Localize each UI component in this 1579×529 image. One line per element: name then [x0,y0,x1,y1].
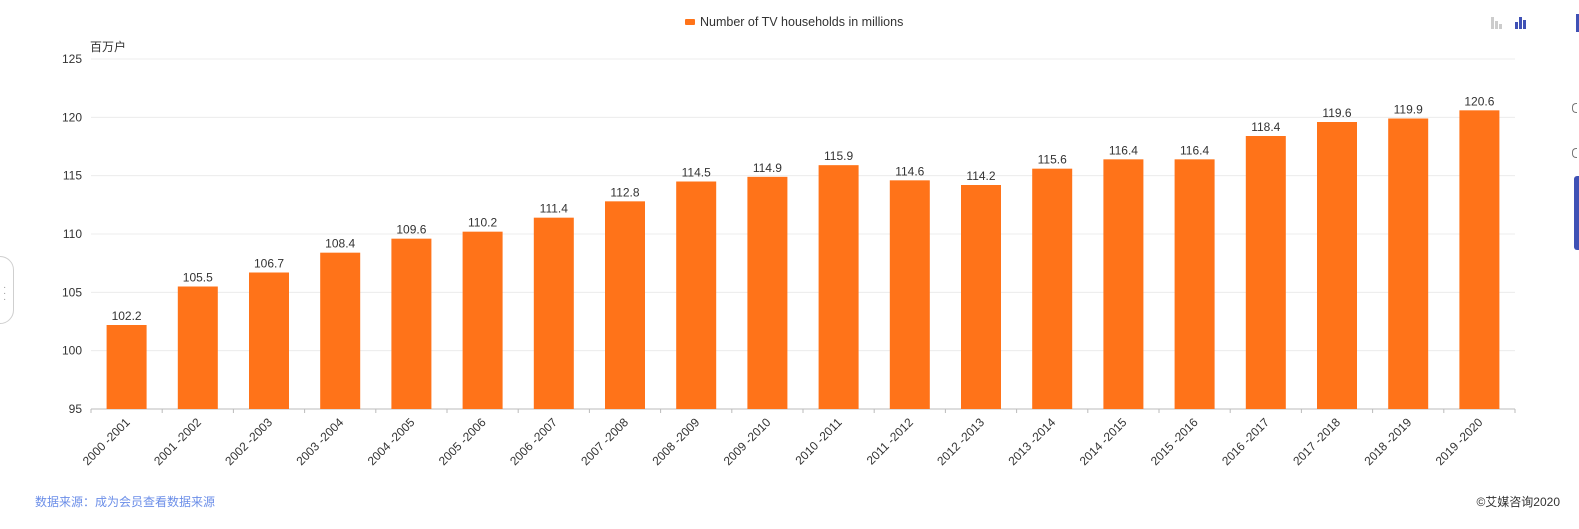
data-label: 108.4 [325,237,355,251]
bar[interactable] [1032,168,1073,409]
bar[interactable] [249,272,289,410]
side-drawer-handle[interactable]: · · · [0,256,14,324]
x-tick-label: 2004 -2005 [365,415,418,468]
y-tick-label: 120 [62,110,82,124]
bar[interactable] [533,217,574,409]
right-panel-indicator[interactable] [1572,148,1577,158]
data-label: 116.4 [1180,143,1209,157]
data-label: 114.2 [966,169,995,183]
bar[interactable] [605,201,645,409]
legend-label: Number of TV households in millions [700,15,904,29]
data-label: 115.6 [1038,153,1067,167]
y-tick-label: 125 [62,52,82,66]
data-label: 110.2 [468,216,497,230]
data-source-link[interactable]: 数据来源：成为会员查看数据来源 [35,495,216,509]
chart-toolbar [1491,15,1529,29]
bar[interactable] [1317,122,1357,409]
data-label: 115.9 [824,149,853,163]
bar[interactable] [747,176,788,409]
bar[interactable] [889,180,930,409]
bar[interactable] [1245,136,1286,409]
data-label: 106.7 [254,257,284,271]
data-label: 114.9 [753,161,782,175]
legend-swatch [685,19,695,25]
bar[interactable] [1174,159,1215,409]
bar[interactable] [1459,110,1500,409]
bar-chart-icon[interactable] [1491,15,1505,29]
x-tick-label: 2011 -2012 [864,415,916,467]
bar[interactable] [676,181,717,410]
data-label: 112.8 [610,185,639,199]
data-label: 119.9 [1394,103,1423,117]
x-tick-label: 2008 -2009 [649,415,702,468]
y-axis-unit-label: 百万户 [90,40,127,54]
x-tick-label: 2016 -2017 [1219,415,1272,468]
data-label: 105.5 [183,271,213,285]
y-tick-label: 95 [69,402,83,416]
bar-chart-active-icon[interactable] [1515,15,1529,29]
right-panel-indicator[interactable] [1572,103,1577,113]
chart-legend[interactable]: Number of TV households in millions [685,15,903,29]
x-tick-label: 2012 -2013 [934,415,987,468]
bar[interactable] [391,238,432,409]
copyright-text: ©艾媒咨询2020 [1476,495,1560,509]
data-label: 114.6 [895,164,924,178]
data-label: 119.6 [1322,106,1351,120]
y-tick-label: 110 [63,227,82,241]
data-label: 120.6 [1464,94,1494,108]
x-tick-label: 2019 -2020 [1433,415,1486,468]
data-label: 114.5 [682,166,711,180]
data-label: 102.2 [112,309,142,323]
bar[interactable] [1103,159,1144,409]
bar[interactable] [462,231,503,409]
x-tick-label: 2006 -2007 [507,415,560,468]
data-label: 111.4 [540,202,569,216]
x-tick-label: 2009 -2010 [721,415,774,468]
bar[interactable] [106,325,147,409]
bar[interactable] [961,185,1001,409]
x-tick-label: 2010 -2011 [793,415,845,467]
x-tick-label: 2003 -2004 [293,415,346,468]
x-tick-label: 2018 -2019 [1361,415,1414,468]
x-tick-label: 2005 -2006 [436,415,489,468]
right-panel-tab[interactable] [1574,176,1579,250]
x-tick-label: 2007 -2008 [578,415,631,468]
data-label: 109.6 [396,223,426,237]
x-tick-label: 2013 -2014 [1005,415,1058,468]
bar[interactable] [177,286,218,410]
x-tick-label: 2017 -2018 [1290,415,1343,468]
y-tick-label: 105 [62,285,82,299]
right-panel-edge [1576,14,1579,32]
bar[interactable] [1388,118,1429,410]
x-tick-label: 2001 -2002 [151,415,204,468]
bar[interactable] [818,165,859,409]
y-tick-label: 115 [63,169,82,183]
x-tick-label: 2000 -2001 [80,415,133,468]
y-tick-label: 100 [62,344,82,358]
x-tick-label: 2015 -2016 [1148,415,1201,468]
drag-dots-icon: · · · [3,282,7,305]
x-tick-label: 2002 -2003 [222,415,275,468]
bar[interactable] [320,252,361,409]
x-tick-label: 2014 -2015 [1077,415,1130,468]
data-label: 116.4 [1109,143,1138,157]
data-label: 118.4 [1251,120,1280,134]
